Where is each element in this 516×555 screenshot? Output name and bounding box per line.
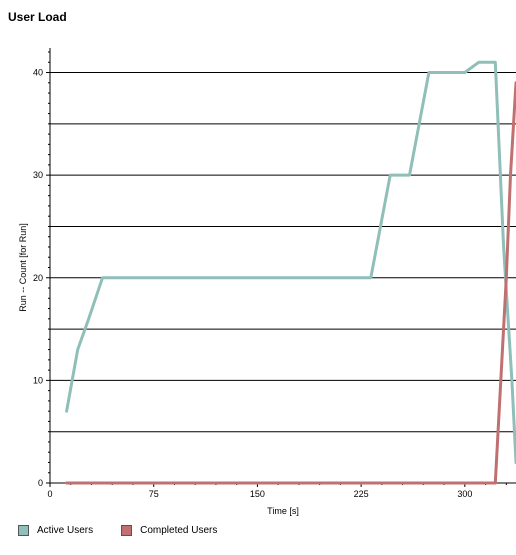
- y-axis-label: Run -- Count [for Run]: [18, 223, 28, 312]
- legend-label-active-users: Active Users: [37, 525, 94, 536]
- x-tick-label: 75: [149, 489, 159, 499]
- legend-label-completed-users: Completed Users: [140, 525, 218, 536]
- series-line-completed-users: [65, 81, 516, 485]
- x-axis-label: Time [s]: [267, 506, 299, 516]
- series-lines: [65, 60, 516, 485]
- y-tick-label: 30: [33, 170, 43, 180]
- chart-title: User Load: [8, 10, 67, 24]
- x-tick-label: 150: [250, 489, 265, 499]
- user-load-chart: 0 10 20 30 40 0 75 150 225 300 Time [s] Run -- Co…: [18, 48, 516, 516]
- y-tick-label: 0: [38, 478, 43, 488]
- series-line-active-users: [65, 60, 516, 464]
- legend-item-completed-users[interactable]: Completed Users: [121, 525, 217, 536]
- x-tick-label: 300: [457, 489, 472, 499]
- tick-labels: 0 10 20 30 40 0 75 150 225 300: [33, 68, 472, 499]
- legend-item-active-users[interactable]: Active Users: [18, 525, 93, 536]
- y-tick-label: 10: [33, 375, 43, 385]
- legend-swatch-completed-users: [121, 525, 133, 536]
- y-tick-label: 40: [33, 68, 43, 78]
- axes: [46, 48, 516, 487]
- y-tick-label: 20: [33, 273, 43, 283]
- legend-swatch-active-users: [18, 525, 29, 536]
- legend: Active Users Completed Users: [18, 525, 217, 536]
- x-tick-label: 0: [47, 489, 52, 499]
- x-tick-label: 225: [354, 489, 369, 499]
- grid-lines: [50, 72, 516, 433]
